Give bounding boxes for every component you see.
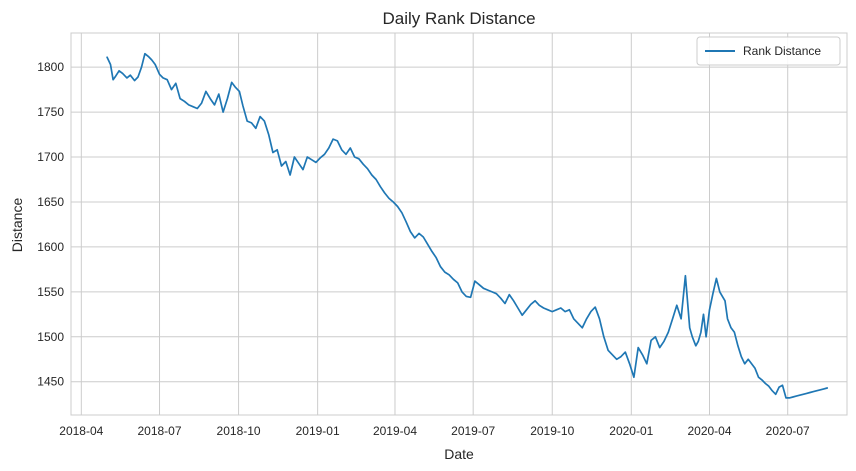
y-tick-label: 1500 [37, 330, 64, 344]
x-tick-label: 2019-01 [296, 424, 340, 438]
x-tick-label: 2019-10 [530, 424, 574, 438]
plot-frame [70, 32, 848, 416]
y-tick-label: 1800 [37, 60, 64, 74]
x-tick-label: 2020-07 [766, 424, 810, 438]
x-tick-label: 2018-04 [59, 424, 103, 438]
x-axis-label: Date [444, 446, 474, 462]
x-axis-ticks: 2018-04 2018-07 2018-10 2019-01 2019-04 2019-… [59, 424, 810, 438]
y-tick-label: 1450 [37, 375, 64, 389]
series-line-rank-distance [106, 52, 829, 399]
x-tick-label: 2019-04 [373, 424, 417, 438]
y-tick-label: 1600 [37, 240, 64, 254]
legend: Rank Distance [696, 36, 841, 66]
y-tick-label: 1750 [37, 105, 64, 119]
y-axis-ticks: 1450 1500 1550 1600 1650 1700 1750 1800 [37, 60, 64, 389]
y-tick-label: 1700 [37, 150, 64, 164]
x-tick-label: 2020-04 [687, 424, 731, 438]
x-tick-label: 2020-01 [609, 424, 653, 438]
legend-box [696, 36, 841, 66]
grid [71, 33, 847, 415]
y-tick-label: 1550 [37, 285, 64, 299]
x-tick-label: 2018-10 [217, 424, 261, 438]
x-tick-label: 2018-07 [137, 424, 181, 438]
series-layer [106, 52, 829, 399]
y-tick-label: 1650 [37, 195, 64, 209]
x-tick-label: 2019-07 [451, 424, 495, 438]
y-axis-label: Distance [9, 198, 25, 253]
legend-entry-rank-distance: Rank Distance [743, 44, 821, 58]
chart-title: Daily Rank Distance [382, 9, 535, 28]
